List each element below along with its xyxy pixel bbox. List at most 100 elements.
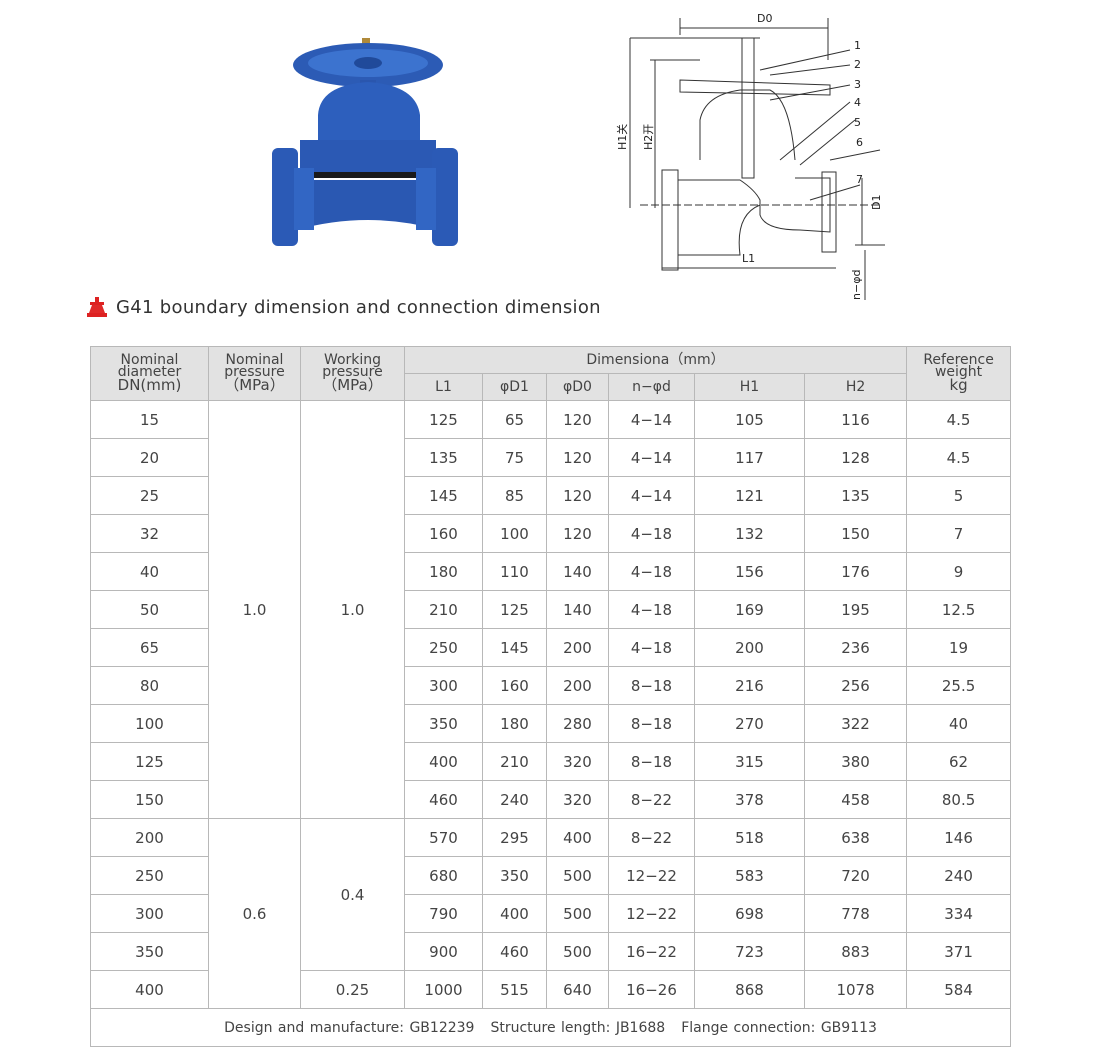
label-nd: n−φd — [850, 270, 863, 300]
cell: 125 — [482, 590, 547, 629]
cell: 1.0 — [208, 400, 301, 819]
label-part: 2 — [854, 58, 861, 71]
cell: 680 — [404, 856, 483, 895]
cell: 320 — [546, 742, 609, 781]
header-line: （MPa） — [322, 376, 383, 394]
cell: 9 — [906, 552, 1012, 591]
cell: 378 — [694, 780, 805, 819]
cell: 4−18 — [608, 552, 695, 591]
table-header: Nominal diameter DN(mm) Nominal pressure （MPa… — [90, 346, 1012, 401]
header-line: kg — [949, 376, 968, 394]
table-row: 300 790 400 500 12−22 698 778 334 — [90, 894, 1012, 933]
label-d1: D1 — [870, 195, 883, 210]
table-footer: Design and manufacture: GB12239 Structure… — [89, 1008, 1012, 1047]
cell: 132 — [694, 514, 805, 553]
header-cell: H1 — [694, 373, 805, 401]
cell: 698 — [694, 894, 805, 933]
cell: 400 — [546, 818, 609, 857]
cell: 116 — [803, 400, 908, 439]
cell: 12.5 — [906, 590, 1012, 629]
cell: 210 — [404, 590, 483, 629]
cell: 458 — [803, 780, 908, 819]
cell: 380 — [803, 742, 908, 781]
cell: 156 — [694, 552, 805, 591]
header-cell: φD0 — [546, 373, 609, 401]
cell: 7 — [906, 514, 1012, 553]
cell: 400 — [404, 742, 483, 781]
cell: 150 — [90, 780, 209, 819]
dimension-table: Nominal diameter DN(mm) Nominal pressure （MPa… — [89, 346, 1012, 1047]
title-icon — [87, 297, 107, 317]
cell: 8−22 — [608, 780, 695, 819]
cell: 790 — [404, 894, 483, 933]
cell: 583 — [694, 856, 805, 895]
cell: 19 — [906, 628, 1012, 667]
label-part: 3 — [854, 78, 861, 91]
cell: 1078 — [803, 970, 908, 1009]
cell: 135 — [404, 438, 483, 477]
header-line: DN(mm) — [117, 376, 182, 394]
header-line: pressure — [224, 364, 285, 380]
cell: 8−22 — [608, 818, 695, 857]
cell: 400 — [90, 970, 209, 1009]
label-part: 1 — [854, 39, 861, 52]
table-row: 50 210 125 140 4−18 169 195 12.5 — [90, 590, 1012, 629]
cell: 160 — [482, 666, 547, 705]
cell: 638 — [803, 818, 908, 857]
header-line: weight — [934, 364, 983, 380]
drawing-labels: D0 1 2 3 4 5 6 7 H1关 H2开 D1 L1 n−φd — [615, 12, 883, 300]
cell: 236 — [803, 628, 908, 667]
cell: 371 — [906, 932, 1012, 971]
header-cell: L1 — [404, 373, 483, 401]
title-text: G41 boundary dimension and connection di… — [116, 296, 601, 318]
cell: 40 — [90, 552, 209, 591]
label-part: 7 — [856, 173, 863, 186]
cell: 460 — [404, 780, 483, 819]
cell: 65 — [90, 628, 209, 667]
cell: 8−18 — [608, 704, 695, 743]
cell: 121 — [694, 476, 805, 515]
cell: 120 — [546, 438, 609, 477]
table-row: 40 180 110 140 4−18 156 176 9 — [90, 552, 1012, 591]
cell: 500 — [546, 856, 609, 895]
cell: 145 — [404, 476, 483, 515]
cell: 12−22 — [608, 894, 695, 933]
table-row: 20 135 75 120 4−14 117 128 4.5 — [90, 438, 1012, 477]
cell: 216 — [694, 666, 805, 705]
cell: 868 — [694, 970, 805, 1009]
cell: 500 — [546, 932, 609, 971]
header-cell: Dimensiona（mm） — [403, 346, 908, 374]
cell: 240 — [482, 780, 547, 819]
table-row: 200 0.6 0.4 570 295 400 8−22 518 638 146 — [90, 818, 1012, 1009]
cell: 250 — [90, 856, 209, 895]
table-row: 150 460 240 320 8−22 378 458 80.5 — [90, 780, 1012, 819]
label-part: 6 — [856, 136, 863, 149]
cell: 8−18 — [608, 666, 695, 705]
cell: 105 — [694, 400, 805, 439]
cell: 85 — [482, 476, 547, 515]
label-part: 4 — [854, 96, 861, 109]
cell: 4.5 — [906, 400, 1012, 439]
cell: 0.25 — [300, 970, 405, 1009]
cell: 1.0 — [300, 400, 405, 819]
cell: 120 — [546, 476, 609, 515]
cell: 200 — [694, 628, 805, 667]
cell: 4−18 — [608, 590, 695, 629]
cell: 584 — [906, 970, 1012, 1009]
cell: 334 — [906, 894, 1012, 933]
cell: 460 — [482, 932, 547, 971]
cell: 80 — [90, 666, 209, 705]
cell: 75 — [482, 438, 547, 477]
cell: 25 — [90, 476, 209, 515]
cell: 723 — [694, 932, 805, 971]
valve-photo — [272, 38, 458, 246]
cell: 778 — [803, 894, 908, 933]
cell: 4−18 — [608, 514, 695, 553]
table-body: 15 1.0 1.0 125 65 120 4−14 105 116 4.5 20 135 75 120 4… — [90, 400, 1012, 1009]
cell: 350 — [90, 932, 209, 971]
cell: 25.5 — [906, 666, 1012, 705]
cell: 32 — [90, 514, 209, 553]
cell: 100 — [482, 514, 547, 553]
header-line: Nominal — [225, 352, 284, 368]
